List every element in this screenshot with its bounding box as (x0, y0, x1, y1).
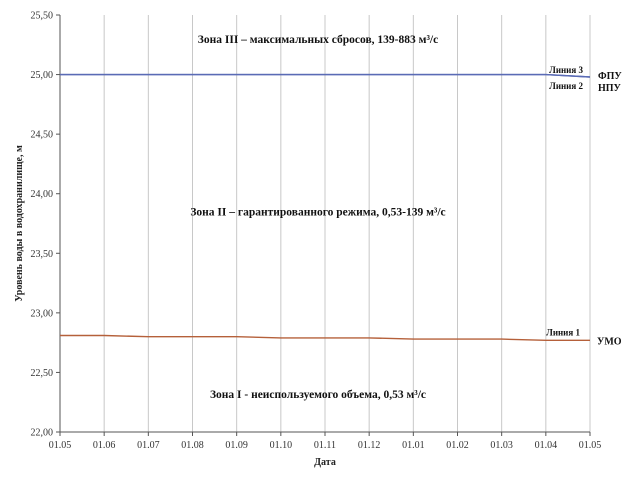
x-tick-label: 01.11 (314, 440, 336, 451)
y-tick-label: 23,50 (31, 249, 54, 260)
y-tick-label: 25,00 (31, 70, 54, 81)
x-tick-label: 01.04 (535, 440, 558, 451)
x-tick-label: 01.05 (579, 440, 602, 451)
level-label-umo: УМО (597, 336, 622, 347)
y-tick-label: 25,50 (31, 11, 54, 22)
level-label-npu: НПУ (598, 83, 622, 94)
x-axis-title: Дата (314, 457, 336, 468)
x-tick-label: 01.03 (490, 440, 513, 451)
x-tick-label: 01.09 (225, 440, 248, 451)
y-axis-title: Уровень воды в водохранилище, м (14, 145, 25, 302)
x-tick-label: 01.05 (49, 440, 72, 451)
zone-label: Зона III – максимальных сбросов, 139-883… (198, 34, 438, 46)
x-tick-label: 01.08 (181, 440, 204, 451)
axes: 22,00 22,50 23,00 23,50 24,00 24,50 25,00 25,50… (31, 11, 602, 452)
series-label: Линия 3 (549, 65, 583, 75)
series-line (60, 334, 590, 341)
y-tick-label: 22,50 (31, 368, 54, 379)
x-tick-label: 01.02 (446, 440, 469, 451)
x-tick-label: 01.01 (402, 440, 425, 451)
x-tick-label: 01.12 (358, 440, 381, 451)
y-tick-label: 24,00 (31, 189, 54, 200)
y-tick-label: 24,50 (31, 130, 54, 141)
series-line (60, 73, 591, 78)
zone-label: Зона I - неиспользуемого объема, 0,53 м³… (210, 389, 426, 401)
y-tick-label: 23,00 (31, 308, 54, 319)
x-tick-label: 01.10 (270, 440, 293, 451)
x-tick-label: 01.07 (137, 440, 160, 451)
grid (103, 15, 591, 432)
series-label: Линия 2 (549, 81, 583, 91)
zone-label: Зона II – гарантированного режима, 0,53-… (190, 207, 445, 219)
level-label-fpu: ФПУ (598, 71, 622, 82)
y-tick-label: 22,00 (31, 428, 54, 439)
series-label: Линия 1 (546, 327, 580, 337)
x-tick-label: 01.06 (93, 440, 116, 451)
series (60, 73, 591, 341)
